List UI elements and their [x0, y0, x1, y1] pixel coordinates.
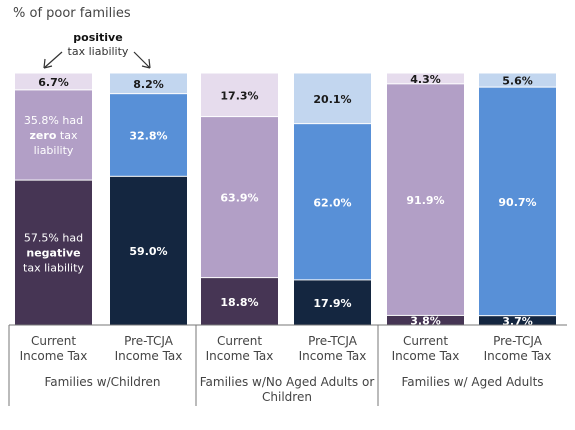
- x-tick-label: Income Tax: [484, 349, 552, 363]
- bar-segment-negative: [201, 278, 278, 325]
- data-label: 18.8%: [220, 296, 258, 309]
- annotation-arrow: [43, 58, 53, 69]
- data-label: tax liability: [23, 262, 84, 275]
- bar-segment-negative: [479, 316, 556, 325]
- bar-segment-negative: [387, 315, 464, 325]
- data-label: 5.6%: [502, 75, 533, 88]
- data-label: 17.3%: [220, 89, 258, 102]
- x-tick-label: Pre-TCJA: [124, 334, 174, 348]
- x-tick-label: Pre-TCJA: [493, 334, 543, 348]
- annotation-label: tax liability: [68, 45, 129, 58]
- data-label: liability: [34, 144, 74, 157]
- x-tick-label: Income Tax: [392, 349, 460, 363]
- bar-segment-zero: [201, 117, 278, 278]
- bar-segment-negative: [110, 176, 187, 325]
- data-label: 63.9%: [220, 192, 258, 205]
- data-label: 91.9%: [406, 194, 444, 207]
- data-label: 59.0%: [129, 245, 167, 258]
- bar-segment-zero: [110, 94, 187, 176]
- x-tick-label: Pre-TCJA: [308, 334, 358, 348]
- data-label: 6.7%: [38, 76, 69, 89]
- x-tick-label: Income Tax: [299, 349, 367, 363]
- bar-segment-positive: [479, 73, 556, 87]
- bar-segment-zero: [387, 84, 464, 315]
- bar-segment-positive: [15, 73, 92, 90]
- x-tick-label: Current: [403, 334, 448, 348]
- data-label: 8.2%: [133, 78, 164, 91]
- data-label: 3.8%: [410, 315, 441, 328]
- bar-segment-negative: [15, 180, 92, 325]
- data-label: 17.9%: [313, 297, 351, 310]
- annotation-arrow: [141, 58, 151, 69]
- x-tick-label: Income Tax: [20, 349, 88, 363]
- data-label: negative: [26, 247, 80, 260]
- y-axis-label: % of poor families: [13, 6, 131, 21]
- x-tick-label: Income Tax: [206, 349, 274, 363]
- data-label: 35.8% had: [24, 114, 83, 127]
- bar-segment-positive: [201, 73, 278, 117]
- data-label: 57.5% had: [24, 232, 83, 245]
- data-label: 3.7%: [502, 315, 533, 328]
- bar-segment-positive: [387, 73, 464, 84]
- data-label: zero tax: [30, 129, 78, 142]
- bar-segment-zero: [294, 124, 371, 280]
- data-label: 4.3%: [410, 73, 441, 86]
- group-label: Families w/No Aged Adults or: [200, 375, 375, 389]
- group-label: Children: [262, 390, 312, 404]
- bar-segment-positive: [294, 73, 371, 124]
- group-label: Families w/ Aged Adults: [401, 375, 543, 389]
- bar-segment-zero: [479, 87, 556, 316]
- annotation-label: positive: [73, 31, 122, 44]
- x-tick-label: Income Tax: [115, 349, 183, 363]
- data-label: 62.0%: [313, 196, 351, 209]
- annotation-arrow: [133, 51, 151, 69]
- data-label: 90.7%: [498, 196, 536, 209]
- bar-segment-zero: [15, 90, 92, 180]
- x-tick-label: Current: [31, 334, 76, 348]
- data-label: 20.1%: [313, 93, 351, 106]
- bar-segment-negative: [294, 280, 371, 325]
- data-label: 32.8%: [129, 129, 167, 142]
- annotation-arrow: [43, 51, 63, 69]
- bar-segment-positive: [110, 73, 187, 94]
- x-tick-label: Current: [217, 334, 262, 348]
- group-label: Families w/Children: [44, 375, 160, 389]
